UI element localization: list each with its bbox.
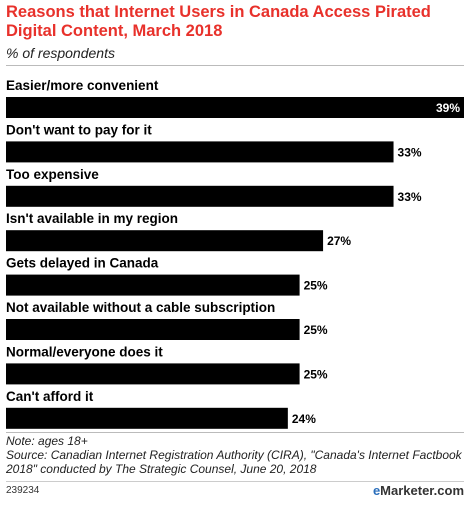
chart-source: Source: Canadian Internet Registration A…	[6, 448, 462, 476]
bar-chart: Easier/more convenient 39% Don't want to p…	[6, 78, 464, 429]
category-label: Normal/everyone does it	[6, 344, 163, 359]
bar	[6, 274, 300, 296]
category-label: Too expensive	[6, 167, 99, 182]
value-label: 39%	[436, 101, 460, 115]
chart-id: 239234	[6, 485, 40, 496]
category-label: Not available without a cable subscripti…	[6, 300, 275, 315]
bar	[6, 97, 464, 118]
brand-name: Marketer	[380, 483, 434, 498]
value-label: 25%	[304, 279, 328, 293]
chart-note: Note: ages 18+	[6, 434, 88, 448]
emarketer-logo[interactable]: eMarketer.com	[373, 483, 464, 498]
value-label: 33%	[398, 145, 422, 159]
category-label: Easier/more convenient	[6, 78, 159, 93]
bar	[6, 230, 324, 252]
value-label: 25%	[304, 323, 328, 337]
bar	[6, 185, 394, 207]
category-label: Gets delayed in Canada	[6, 256, 159, 271]
brand-prefix: e	[372, 483, 381, 498]
bottom-divider	[6, 432, 464, 433]
category-label: Don't want to pay for it	[6, 122, 152, 137]
bar	[6, 363, 300, 385]
bar	[6, 319, 300, 340]
value-label: 24%	[292, 412, 316, 426]
chart-subtitle: % of respondents	[6, 45, 115, 61]
value-label: 33%	[398, 190, 422, 204]
bar	[6, 407, 288, 429]
bar	[6, 141, 394, 163]
category-label: Isn't available in my region	[6, 211, 178, 226]
chart-title: Reasons that Internet Users in Canada Ac…	[6, 3, 431, 40]
category-label: Can't afford it	[6, 389, 94, 404]
brand-suffix: .com	[433, 483, 464, 498]
value-label: 27%	[327, 234, 351, 248]
top-divider	[6, 65, 464, 66]
value-label: 25%	[304, 367, 328, 381]
footer-divider	[6, 481, 464, 482]
